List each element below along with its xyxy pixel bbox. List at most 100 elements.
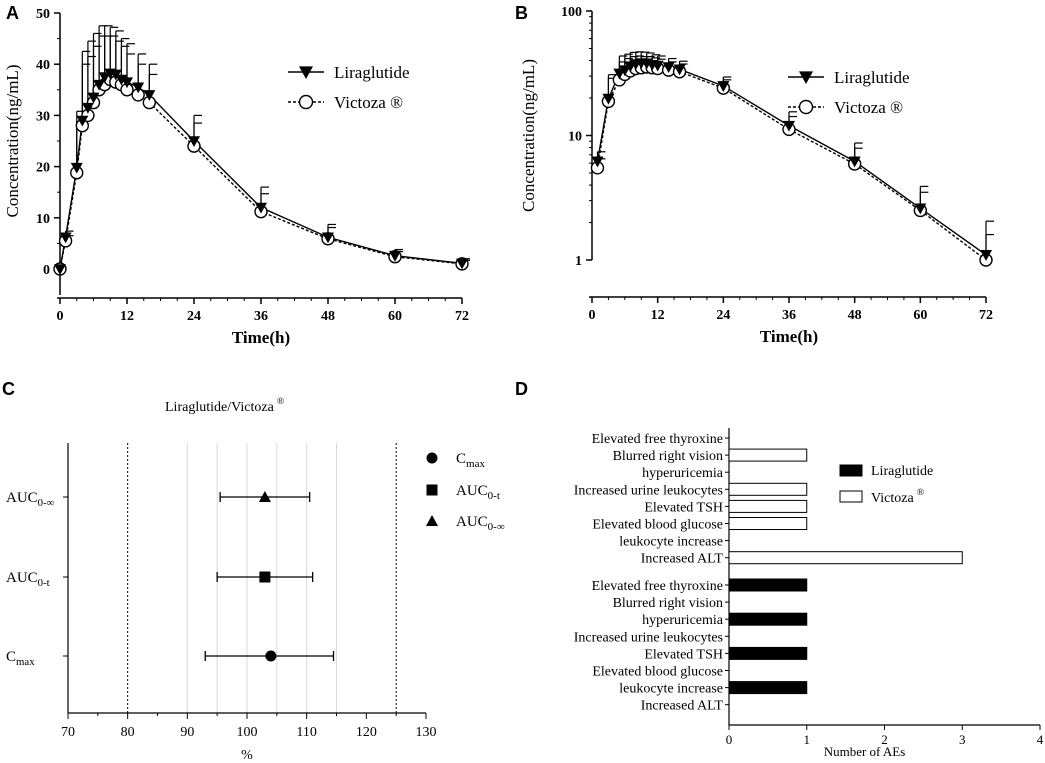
x-tick-label: 24 (187, 309, 201, 324)
category-label: Elevated blood glucose (592, 665, 723, 680)
legend-label-0: Cmax (456, 451, 485, 470)
bar-victoza (728, 551, 963, 565)
legend-marker-liraglutide (299, 66, 313, 79)
data-point-liraglutide (81, 102, 94, 114)
x-tick-label: 48 (848, 308, 862, 323)
category-label: hyperuricemia (642, 613, 724, 628)
point-estimate-square (259, 571, 271, 583)
legend-marker-victoza (298, 94, 314, 110)
y-tick-label: 1 (575, 254, 582, 269)
category-label: Elevated TSH (644, 647, 723, 662)
bar-liraglutide (728, 681, 808, 695)
legend-label-victoza: Victoza ® (834, 98, 903, 117)
data-point-liraglutide (93, 79, 106, 91)
x-tick-label: 80 (121, 725, 135, 740)
y-tick-label: 30 (36, 109, 50, 124)
y-tick-label: 10 (568, 130, 582, 145)
legend-label-1: AUC0-t (456, 483, 500, 502)
category-label: hyperuricemia (642, 466, 724, 481)
row-label-2: Cmax (6, 649, 35, 668)
panel-letter-c: C (2, 379, 15, 399)
x-tick-label: 120 (356, 725, 377, 740)
x-tick-label: 12 (120, 309, 134, 324)
panel-a: 0 12 24 36 48 60 72 0 10 20 30 40 50 Time(h) Concentra… (3, 7, 470, 347)
category-label: Increased ALT (641, 552, 724, 567)
chart-title-sup: ® (277, 396, 285, 407)
data-point-liraglutide (121, 77, 133, 89)
x-tick-label: 36 (254, 309, 268, 324)
category-label: Elevated TSH (644, 500, 723, 515)
legend-label-main: C (456, 451, 466, 467)
x-tick-label: 0 (589, 308, 596, 323)
legend-label-victoza: Victoza ® (871, 487, 925, 506)
data-point-liraglutide (717, 81, 730, 92)
category-label: leukocyte increase (619, 682, 723, 697)
data-point-liraglutide (322, 232, 334, 244)
panel-b: 0 12 24 36 48 60 72 1 10 100 Time(h) Concentration(… (519, 5, 994, 346)
category-label: Blurred right vision (613, 596, 723, 611)
y-tick-label: 100 (561, 5, 582, 20)
y-tick-label: 0 (43, 263, 50, 278)
bar-victoza (728, 499, 808, 513)
legend-label-sub: 0-∞ (488, 521, 505, 533)
data-point-liraglutide (389, 250, 401, 262)
bar-liraglutide (728, 646, 808, 660)
data-point-liraglutide (602, 93, 615, 105)
panel-c: Liraglutide/Victoza ® 70 80 90 100 110 120 130% A… (6, 396, 505, 763)
x-tick-label: 72 (455, 309, 469, 324)
chart-title-main: Liraglutide/Victoza (165, 400, 275, 415)
series-line-1 (596, 66, 987, 261)
data-point-liraglutide (618, 65, 631, 77)
legend-label-liraglutide: Liraglutide (871, 464, 933, 479)
x-axis-label: Time(h) (232, 328, 290, 347)
data-point-liraglutide (848, 156, 861, 168)
bar-victoza (728, 517, 808, 530)
category-label: Elevated blood glucose (592, 518, 723, 533)
category-label: Increased urine leukocytes (574, 630, 723, 645)
legend-label-sub: 0-t (488, 490, 500, 502)
x-axis-label: Time(h) (760, 327, 818, 346)
data-point-liraglutide (673, 64, 686, 76)
x-tick-label: 48 (321, 309, 335, 324)
data-point-liraglutide (591, 156, 604, 168)
data-point-liraglutide (132, 82, 145, 94)
x-tick-label: 70 (61, 725, 75, 740)
category-label: Elevated free thyroxine (592, 579, 723, 594)
x-tick-label: 60 (913, 308, 927, 323)
chart-title: Liraglutide/Victoza ® (165, 396, 285, 415)
legend-marker-triangle (426, 515, 438, 526)
legend-label-main: AUC (456, 483, 488, 499)
x-tick-label: 110 (296, 725, 316, 740)
legend-label-2: AUC0-∞ (456, 514, 505, 533)
category-label: Blurred right vision (613, 449, 723, 464)
x-tick-label: 60 (388, 309, 402, 324)
data-point-liraglutide (783, 120, 795, 132)
row-label-1-sub: 0-t (38, 577, 50, 589)
category-label: Increased urine leukocytes (574, 483, 723, 498)
category-label: leukocyte increase (619, 535, 723, 550)
row-label-1: AUC0-t (6, 570, 50, 589)
data-point-liraglutide (255, 202, 267, 214)
bar-liraglutide (728, 612, 808, 626)
panel-letter-b: B (515, 3, 528, 23)
category-label: Increased ALT (641, 699, 724, 714)
y-tick-label: 20 (36, 161, 50, 176)
x-tick-label: 0 (726, 732, 733, 747)
row-label-2-main: C (6, 649, 16, 665)
x-tick-label: 4 (1037, 732, 1044, 747)
x-axis-label: Number of AEs (824, 744, 906, 759)
row-label-1-main: AUC (6, 570, 38, 586)
series-line-0 (596, 62, 987, 256)
legend-swatch-liraglutide (839, 464, 863, 477)
legend-marker-victoza (798, 99, 814, 115)
row-label-2-sub: max (16, 656, 35, 668)
category-label: Elevated free thyroxine (592, 432, 723, 447)
x-tick-label: 0 (57, 309, 64, 324)
x-axis-label: % (241, 748, 253, 763)
data-point-liraglutide (59, 232, 72, 244)
x-tick-label: 100 (237, 725, 258, 740)
legend-marker-liraglutide (799, 71, 813, 84)
legend-marker-square (426, 484, 438, 496)
point-estimate-circle (265, 650, 277, 662)
